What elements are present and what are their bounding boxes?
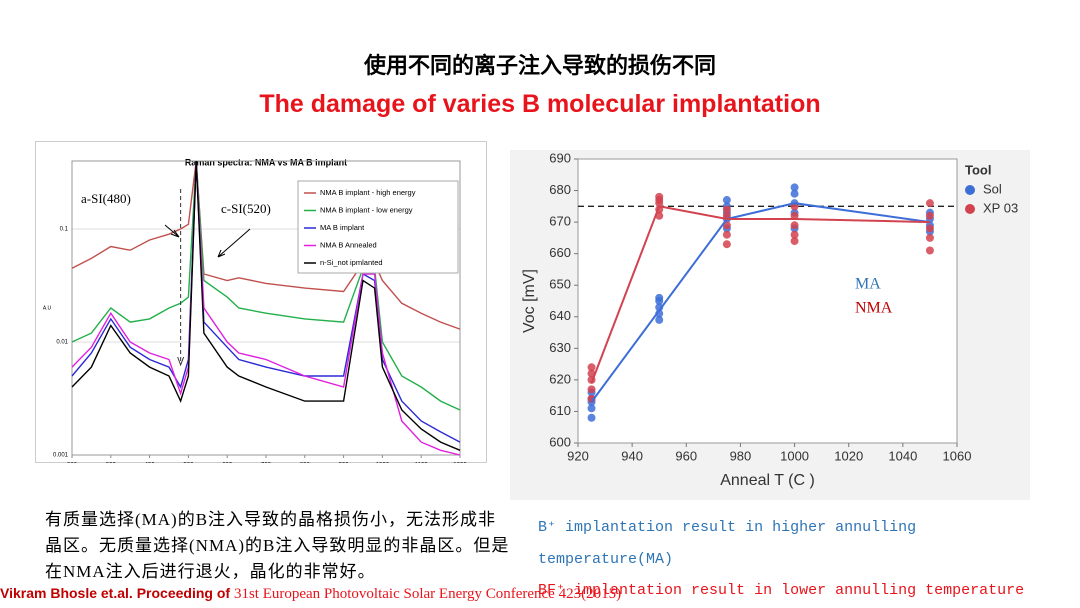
legend-label: NMA B implant - low energy <box>320 205 413 214</box>
chart-title: Raman spectra: NMA vs MA B implant <box>185 157 347 167</box>
citation-author: Vikram Bhosle et.al. Proceeding of <box>0 585 231 601</box>
y-tick-label: 680 <box>549 182 571 197</box>
legend-swatch <box>965 185 975 195</box>
y-tick-label: 640 <box>549 308 571 323</box>
legend-swatch <box>965 204 975 214</box>
y-tick-label: 0.1 <box>60 227 69 233</box>
plot-area <box>577 158 958 444</box>
legend-label: NMA B Annealed <box>320 240 377 249</box>
sample-point <box>790 211 799 220</box>
sample-point <box>925 199 934 208</box>
sample-point <box>587 404 596 413</box>
sample-point <box>587 363 596 372</box>
y-tick-label: 650 <box>549 277 571 292</box>
sample-point <box>790 183 799 192</box>
x-axis-label: Anneal T (C ) <box>720 472 815 489</box>
sample-point <box>790 189 799 198</box>
y-tick-label: 660 <box>549 245 571 260</box>
plot-border <box>71 160 461 456</box>
x-tick-label: 960 <box>675 448 697 463</box>
voc-chart: 600 610 620 630 640 650 660 670 680 690 920 940 960 9… <box>510 150 1030 500</box>
note: 有质量选择(MA)的B注入导致的晶格损伤小，无法形成非晶区。无质量选择(NMA)… <box>45 510 510 581</box>
series-line <box>71 160 461 411</box>
series-line <box>71 160 461 451</box>
sample-point <box>790 237 799 246</box>
raman-chart: Raman spectra: NMA vs MA B implant 0.001 0… <box>35 141 487 463</box>
x-tick-label: 940 <box>621 448 643 463</box>
series-line <box>71 160 461 443</box>
arrow <box>164 224 180 238</box>
annotation: MA <box>855 276 881 293</box>
sample-point <box>722 205 731 214</box>
y-tick-label: 0.01 <box>56 340 68 346</box>
citation-source: 31st European Photovoltaic Solar Energy … <box>233 586 622 602</box>
sample-point <box>925 246 934 255</box>
legend-label: n-Si_not ipmlanted <box>320 258 383 267</box>
sample-point <box>722 196 731 205</box>
legend-label: Sol <box>983 181 1002 196</box>
sample-point <box>925 233 934 242</box>
slide-subtitle: The damage of varies B molecular implant… <box>259 90 821 118</box>
y-tick-label: 620 <box>549 371 571 386</box>
sample-point <box>655 293 664 302</box>
y-tick-label: 610 <box>549 403 571 418</box>
arrow <box>177 356 185 367</box>
annotation: NMA <box>855 300 893 317</box>
y-tick-label: 630 <box>549 340 571 355</box>
sample-point <box>587 385 596 394</box>
y-axis-label: Voc [mV] <box>521 269 538 333</box>
y-axis-label: A.U <box>43 305 52 311</box>
annotation: a-SI(480) <box>81 191 131 206</box>
slide-title: 使用不同的离子注入导致的损伤不同 <box>363 53 716 78</box>
result-ma: B⁺ implantation result in higher annulli… <box>538 519 917 568</box>
sample-point <box>722 230 731 239</box>
legend-box <box>297 180 459 274</box>
x-tick-label: 1000 <box>780 448 809 463</box>
citation: Vikram Bhosle et.al. Proceeding of 31st … <box>0 585 621 603</box>
sample-point <box>925 211 934 220</box>
sample-point <box>722 240 731 249</box>
sample-point <box>587 413 596 422</box>
x-tick-label: 920 <box>567 448 589 463</box>
arrow <box>217 228 251 258</box>
series-line <box>71 160 461 330</box>
legend-label: NMA B implant - high energy <box>320 188 416 197</box>
legend-title: Tool <box>965 162 991 177</box>
sample-point <box>655 315 664 324</box>
y-tick-label: 690 <box>549 150 571 165</box>
y-tick-label: 0.001 <box>53 453 69 459</box>
mean-line <box>590 205 930 384</box>
y-tick-label: 600 <box>549 434 571 449</box>
x-tick-label: 1020 <box>834 448 863 463</box>
sample-point <box>655 192 664 201</box>
y-tick-label: 670 <box>549 214 571 229</box>
result-nma: BF⁺ implantation result in lower annulli… <box>538 582 1025 599</box>
sample-point <box>790 221 799 230</box>
x-tick-label: 1060 <box>943 448 972 463</box>
legend-label: XP 03 <box>983 200 1018 215</box>
sample-point <box>925 224 934 233</box>
sample-point <box>790 230 799 239</box>
annotation: c-SI(520) <box>221 201 271 216</box>
legend-label: MA B implant <box>320 223 365 232</box>
x-tick-label: 1040 <box>888 448 917 463</box>
x-tick-label: 980 <box>730 448 752 463</box>
